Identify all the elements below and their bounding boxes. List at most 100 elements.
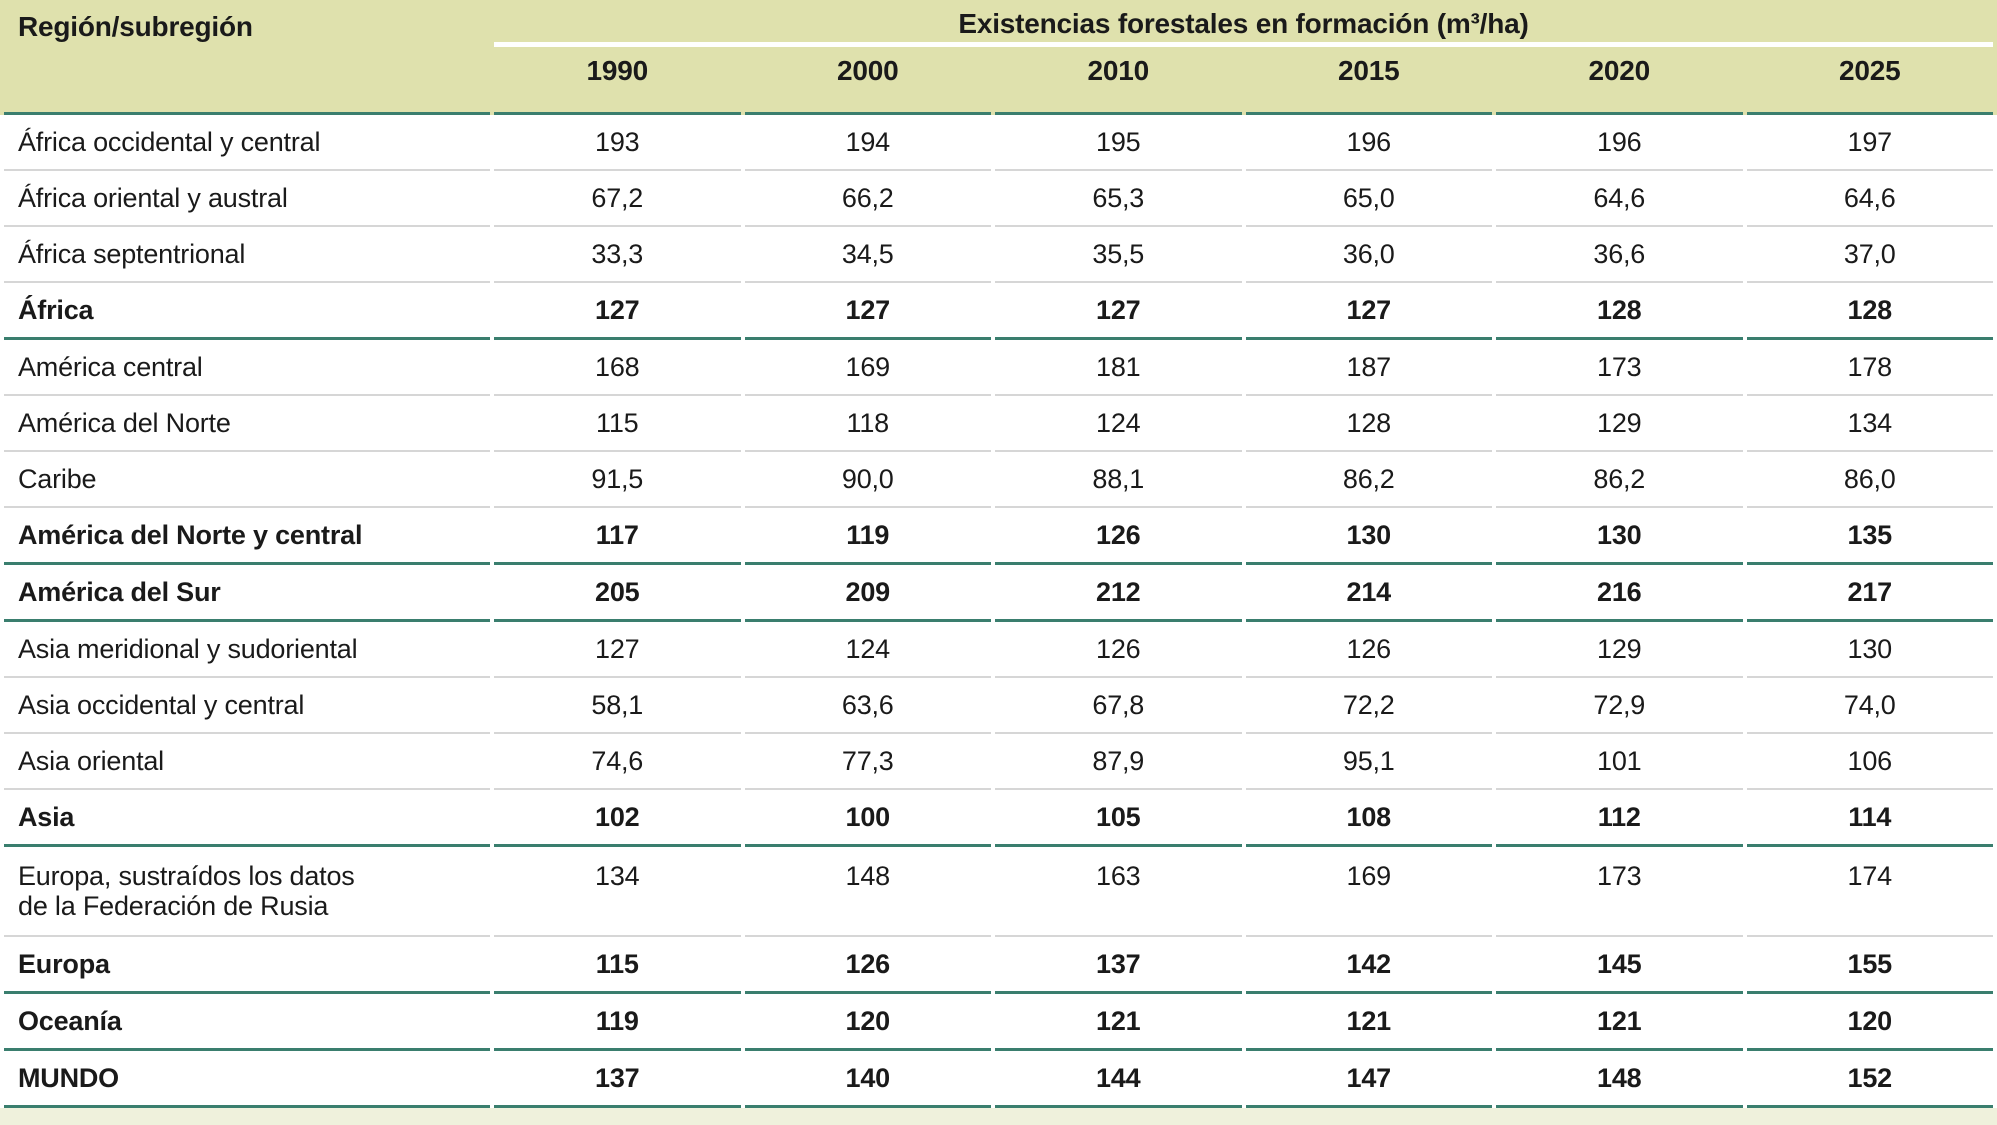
group-header: Existencias forestales en formación (m³/… bbox=[494, 0, 1993, 47]
value-cell: 88,1 bbox=[995, 452, 1242, 508]
value-cell: 169 bbox=[744, 340, 991, 396]
value-cell: 181 bbox=[995, 340, 1242, 396]
value-cell: 67,2 bbox=[494, 171, 741, 227]
value-cell: 212 bbox=[995, 565, 1242, 622]
table-row: África septentrional 33,3 34,5 35,5 36,0… bbox=[4, 227, 1993, 283]
value-cell: 127 bbox=[744, 283, 991, 340]
value-cell: 91,5 bbox=[494, 452, 741, 508]
table-row: Caribe 91,5 90,0 88,1 86,2 86,2 86,0 bbox=[4, 452, 1993, 508]
value-cell: 101 bbox=[1496, 734, 1743, 790]
value-cell: 168 bbox=[494, 340, 741, 396]
value-cell: 115 bbox=[494, 396, 741, 452]
value-cell: 128 bbox=[1245, 396, 1492, 452]
table-row-total: América del Sur 205 209 212 214 216 217 bbox=[4, 565, 1993, 622]
value-cell: 117 bbox=[494, 508, 741, 565]
region-cell: África oriental y austral bbox=[4, 171, 490, 227]
value-cell: 74,0 bbox=[1746, 678, 1993, 734]
value-cell: 145 bbox=[1496, 937, 1743, 994]
region-cell: África septentrional bbox=[4, 227, 490, 283]
value-cell: 100 bbox=[744, 790, 991, 847]
value-cell: 66,2 bbox=[744, 171, 991, 227]
value-cell: 205 bbox=[494, 565, 741, 622]
value-cell: 216 bbox=[1496, 565, 1743, 622]
region-cell: Asia meridional y sudoriental bbox=[4, 622, 490, 678]
value-cell: 178 bbox=[1746, 340, 1993, 396]
value-cell: 135 bbox=[1746, 508, 1993, 565]
value-cell: 118 bbox=[744, 396, 991, 452]
value-cell: 130 bbox=[1746, 622, 1993, 678]
value-cell: 90,0 bbox=[744, 452, 991, 508]
value-cell: 120 bbox=[744, 994, 991, 1051]
value-cell: 34,5 bbox=[744, 227, 991, 283]
value-cell: 108 bbox=[1245, 790, 1492, 847]
value-cell: 67,8 bbox=[995, 678, 1242, 734]
value-cell: 64,6 bbox=[1746, 171, 1993, 227]
value-cell: 127 bbox=[494, 622, 741, 678]
value-cell: 127 bbox=[494, 283, 741, 340]
region-cell: Asia oriental bbox=[4, 734, 490, 790]
value-cell: 86,0 bbox=[1746, 452, 1993, 508]
value-cell: 194 bbox=[744, 115, 991, 171]
year-header-2000: 2000 bbox=[744, 47, 991, 115]
region-cell: Europa, sustraídos los datos de la Feder… bbox=[4, 847, 490, 937]
year-header-2020: 2020 bbox=[1496, 47, 1743, 115]
value-cell: 137 bbox=[995, 937, 1242, 994]
value-cell: 134 bbox=[494, 847, 741, 937]
value-cell: 115 bbox=[494, 937, 741, 994]
year-header-1990: 1990 bbox=[494, 47, 741, 115]
table-row: África occidental y central 193 194 195 … bbox=[4, 115, 1993, 171]
region-cell: América del Norte y central bbox=[4, 508, 490, 565]
table-row-total: MUNDO 137 140 144 147 148 152 bbox=[4, 1051, 1993, 1108]
group-header-row: Región/subregión Existencias forestales … bbox=[4, 0, 1993, 115]
table-row-total: América del Norte y central 117 119 126 … bbox=[4, 508, 1993, 565]
value-cell: 142 bbox=[1245, 937, 1492, 994]
value-cell: 35,5 bbox=[995, 227, 1242, 283]
value-cell: 36,0 bbox=[1245, 227, 1492, 283]
region-cell: Europa bbox=[4, 937, 490, 994]
value-cell: 129 bbox=[1496, 622, 1743, 678]
region-cell: Asia occidental y central bbox=[4, 678, 490, 734]
value-cell: 86,2 bbox=[1496, 452, 1743, 508]
value-cell: 127 bbox=[995, 283, 1242, 340]
table-row: Europa, sustraídos los datos de la Feder… bbox=[4, 847, 1993, 937]
region-cell: América del Norte bbox=[4, 396, 490, 452]
value-cell: 86,2 bbox=[1245, 452, 1492, 508]
value-cell: 121 bbox=[995, 994, 1242, 1051]
region-cell: África occidental y central bbox=[4, 115, 490, 171]
value-cell: 197 bbox=[1746, 115, 1993, 171]
table-row: América central 168 169 181 187 173 178 bbox=[4, 340, 1993, 396]
footer-strip bbox=[0, 1108, 1997, 1125]
value-cell: 129 bbox=[1496, 396, 1743, 452]
value-cell: 193 bbox=[494, 115, 741, 171]
value-cell: 148 bbox=[744, 847, 991, 937]
value-cell: 37,0 bbox=[1746, 227, 1993, 283]
value-cell: 126 bbox=[1245, 622, 1492, 678]
table-row-total: Europa 115 126 137 142 145 155 bbox=[4, 937, 1993, 994]
value-cell: 173 bbox=[1496, 340, 1743, 396]
year-header-2015: 2015 bbox=[1245, 47, 1492, 115]
region-cell: Asia bbox=[4, 790, 490, 847]
value-cell: 36,6 bbox=[1496, 227, 1743, 283]
value-cell: 130 bbox=[1496, 508, 1743, 565]
value-cell: 126 bbox=[995, 622, 1242, 678]
value-cell: 105 bbox=[995, 790, 1242, 847]
table-row: Asia occidental y central 58,1 63,6 67,8… bbox=[4, 678, 1993, 734]
value-cell: 77,3 bbox=[744, 734, 991, 790]
table-row-total: Oceanía 119 120 121 121 121 120 bbox=[4, 994, 1993, 1051]
value-cell: 119 bbox=[494, 994, 741, 1051]
value-cell: 163 bbox=[995, 847, 1242, 937]
region-cell: África bbox=[4, 283, 490, 340]
value-cell: 72,9 bbox=[1496, 678, 1743, 734]
value-cell: 119 bbox=[744, 508, 991, 565]
value-cell: 155 bbox=[1746, 937, 1993, 994]
value-cell: 127 bbox=[1245, 283, 1492, 340]
value-cell: 137 bbox=[494, 1051, 741, 1108]
value-cell: 147 bbox=[1245, 1051, 1492, 1108]
table-header: Región/subregión Existencias forestales … bbox=[4, 0, 1993, 115]
table-row: Asia oriental 74,6 77,3 87,9 95,1 101 10… bbox=[4, 734, 1993, 790]
value-cell: 87,9 bbox=[995, 734, 1242, 790]
year-header-2025: 2025 bbox=[1746, 47, 1993, 115]
value-cell: 63,6 bbox=[744, 678, 991, 734]
value-cell: 72,2 bbox=[1245, 678, 1492, 734]
